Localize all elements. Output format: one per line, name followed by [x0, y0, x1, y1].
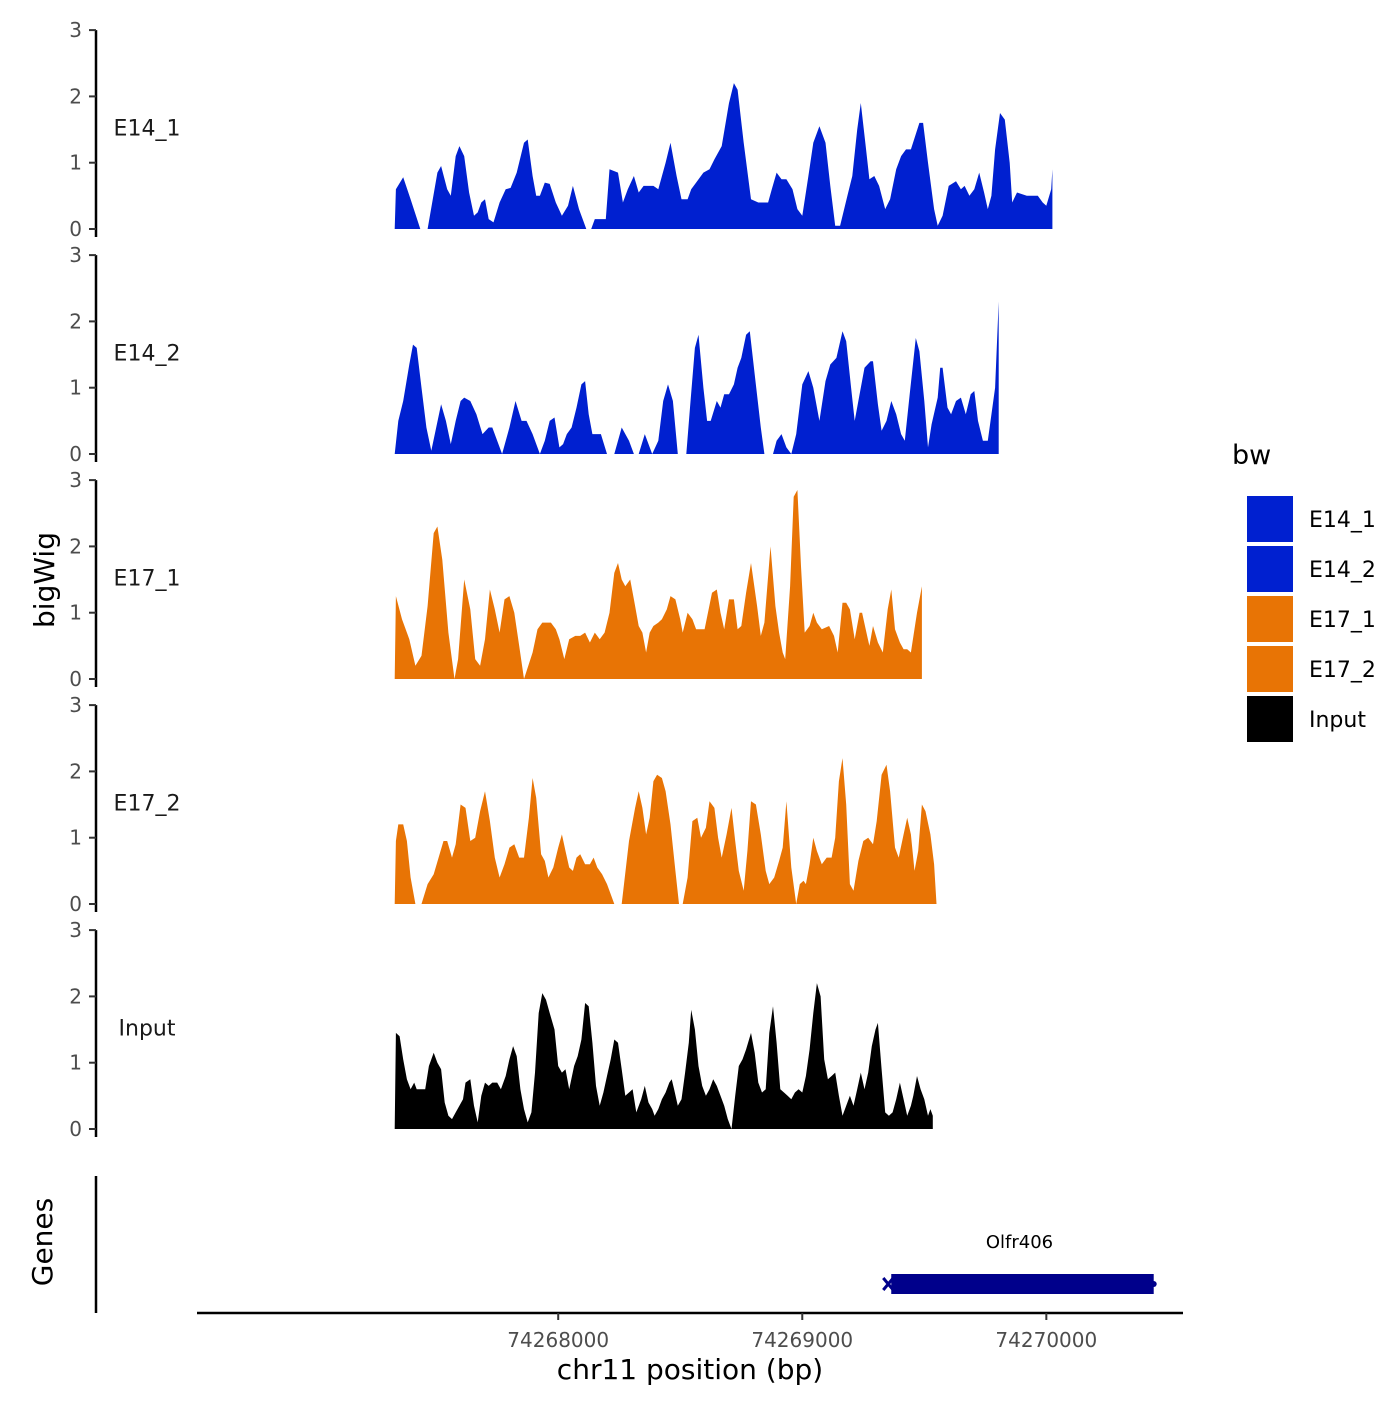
genes-track-title: Genes: [26, 1198, 59, 1286]
track-E17_1: 0 1 2 3 E17_1: [69, 468, 922, 691]
gene-strand-marker: [882, 1277, 895, 1291]
legend-key-E14_2: [1247, 546, 1293, 592]
y-tick-label-E17_1-1: 1: [69, 601, 82, 625]
legend-label-Input: Input: [1309, 708, 1366, 733]
x-tick-label-74269000: 74269000: [751, 1328, 853, 1352]
tracks-layer: 0 1 2 3 E14_1 0 1 2 3 E14_2 0 1 2 3 E17_1 0 1 2 3 E17_2 0 1 2 3…: [69, 18, 1053, 1141]
y-tick-label-E14_2-2: 2: [69, 309, 82, 333]
y-tick-label-E17_1-3: 3: [69, 468, 82, 492]
track-E14_2: 0 1 2 3 E14_2: [69, 243, 999, 466]
y-tick-label-E14_1-2: 2: [69, 84, 82, 108]
y-tick-label-E17_1-0: 0: [69, 667, 82, 691]
track-label-E14_1: E14_1: [114, 117, 181, 142]
y-tick-label-E17_2-1: 1: [69, 826, 82, 850]
track-E14_1: 0 1 2 3 E14_1: [69, 18, 1053, 241]
track-label-Input: Input: [119, 1017, 176, 1042]
legend-label-E17_1: E17_1: [1309, 608, 1376, 633]
x-axis-title: chr11 position (bp): [557, 1353, 823, 1386]
gene-label-Olfr406: Olfr406: [986, 1232, 1053, 1253]
coverage-area-Input: [394, 983, 933, 1129]
legend: bw E14_1 E14_2 E17_1 E17_2 Input: [1232, 440, 1376, 742]
y-tick-label-Input-0: 0: [69, 1117, 82, 1141]
legend-key-E17_1: [1247, 596, 1293, 642]
x-axis: chr11 position (bp) 74268000 74269000 7427…: [197, 1311, 1183, 1386]
y-axis-title: bigWig: [28, 532, 61, 628]
y-tick-label-Input-2: 2: [69, 984, 82, 1008]
y-tick-label-E17_2-2: 2: [69, 759, 82, 783]
y-tick-label-E17_2-3: 3: [69, 693, 82, 717]
track-label-E14_2: E14_2: [114, 342, 181, 367]
coverage-area-E14_1: [394, 83, 1053, 229]
legend-label-E14_2: E14_2: [1309, 558, 1376, 583]
y-tick-label-E14_1-3: 3: [69, 18, 82, 42]
y-tick-label-E14_1-1: 1: [69, 151, 82, 175]
y-tick-label-Input-1: 1: [69, 1051, 82, 1075]
y-tick-label-E17_1-2: 2: [69, 534, 82, 558]
track-E17_2: 0 1 2 3 E17_2: [69, 693, 937, 916]
legend-title: bw: [1232, 440, 1271, 471]
track-label-E17_2: E17_2: [114, 792, 181, 817]
gene-body-Olfr406: [891, 1274, 1154, 1294]
legend-key-E14_1: [1247, 496, 1293, 542]
x-tick-label-74268000: 74268000: [507, 1328, 609, 1352]
legend-key-Input: [1247, 696, 1293, 742]
coverage-area-E17_2: [394, 758, 937, 904]
legend-label-E14_1: E14_1: [1309, 508, 1376, 533]
coverage-area-E14_2: [394, 301, 999, 454]
coverage-area-E17_1: [394, 490, 922, 679]
track-label-E17_1: E17_1: [114, 567, 181, 592]
y-tick-label-E14_2-1: 1: [69, 376, 82, 400]
gene-end-marker: [1150, 1281, 1157, 1287]
legend-label-E17_2: E17_2: [1309, 658, 1376, 683]
y-tick-label-E14_1-0: 0: [69, 217, 82, 241]
x-tick-label-74270000: 74270000: [995, 1328, 1097, 1352]
y-tick-label-Input-3: 3: [69, 918, 82, 942]
track-Input: 0 1 2 3 Input: [69, 918, 933, 1141]
y-tick-label-E17_2-0: 0: [69, 892, 82, 916]
y-tick-label-E14_2-0: 0: [69, 442, 82, 466]
y-tick-label-E14_2-3: 3: [69, 243, 82, 267]
legend-key-E17_2: [1247, 646, 1293, 692]
genes-track: Genes Olfr406: [26, 1176, 1157, 1313]
